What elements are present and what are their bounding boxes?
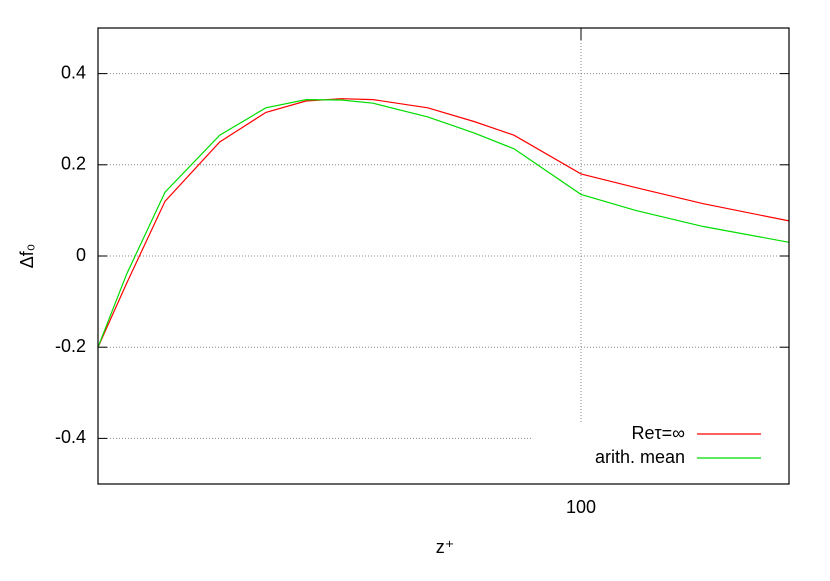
y-tick-label: -0.4 [55,427,86,447]
x-axis-label: z⁺ [436,537,455,557]
y-tick-label: 0.2 [61,154,86,174]
y-tick-label: 0 [76,245,86,265]
y-axis-label: Δf₀ [17,244,37,269]
y-tick-label: -0.2 [55,336,86,356]
legend-label: Reτ=∞ [632,423,686,443]
x-tick-label: 100 [566,497,596,517]
legend-label: arith. mean [595,447,685,467]
plot-frame [97,27,790,485]
y-tick-label: 0.4 [61,62,86,82]
series-line [97,98,790,348]
series-line [97,98,790,348]
